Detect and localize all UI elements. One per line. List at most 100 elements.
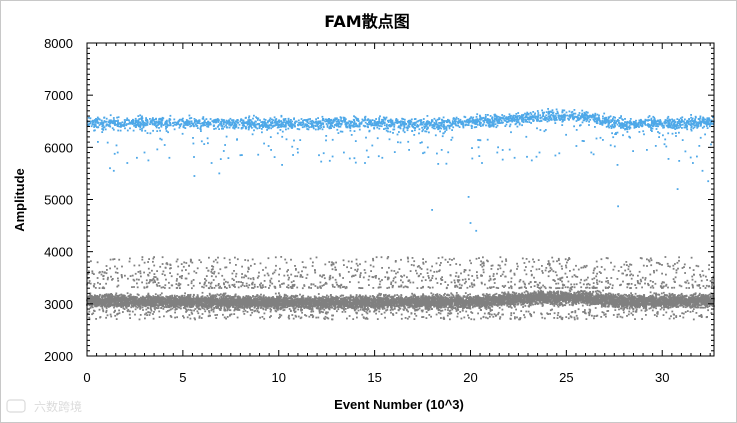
negative-droplet-point [122,304,125,307]
negative-droplet-point [696,306,699,309]
negative-droplet-point [159,303,162,306]
negative-droplet-point [171,307,174,310]
negative-droplet-point [374,297,377,300]
negative-droplet-point [400,302,402,305]
negative-droplet-point [671,302,674,304]
negative-droplet-point [618,305,621,308]
negative-droplet-point [700,294,703,296]
negative-droplet-point [523,296,526,299]
negative-droplet-point [495,304,498,307]
negative-droplet-point [498,302,501,305]
negative-droplet-point [313,295,316,298]
negative-droplet-point [671,293,674,295]
negative-droplet-point [381,306,384,309]
negative-droplet-point [291,298,294,300]
negative-droplet-point [552,298,555,301]
negative-droplet-point [342,307,345,310]
negative-droplet-point [625,294,627,296]
negative-droplet-point [182,307,185,309]
negative-droplet-point [288,308,291,310]
negative-droplet-point [704,294,707,297]
negative-droplet-point [106,305,109,308]
negative-droplet-point [408,297,410,299]
negative-droplet-point [554,299,557,302]
negative-droplet-point [648,296,650,298]
negative-droplet-point [384,294,387,297]
negative-droplet-point [459,298,462,300]
negative-droplet-point [192,295,195,298]
negative-droplet-point [711,293,714,295]
negative-droplet-point [189,306,191,309]
negative-droplet-point [450,307,453,309]
negative-droplet-point [316,305,319,307]
negative-droplet-point [628,307,631,310]
negative-droplet-point [573,297,576,300]
negative-droplet-point [424,308,427,310]
negative-droplet-point [167,304,170,307]
data-points [86,108,715,321]
negative-droplet-point [367,308,370,311]
negative-droplet-point [218,308,221,310]
negative-droplet-point [315,296,317,299]
negative-droplet-point [229,305,232,308]
negative-droplet-point [499,294,502,297]
negative-droplet-point [655,307,657,310]
negative-droplet-point [554,303,556,305]
negative-droplet-point [623,293,626,296]
negative-droplet-point [144,305,147,307]
negative-droplet-point [400,294,403,296]
negative-droplet-point [604,304,607,307]
negative-droplet-point [459,296,462,299]
negative-droplet-point [505,298,508,301]
negative-droplet-point [103,299,106,302]
negative-droplet-point [501,291,503,294]
negative-droplet-point [274,303,277,305]
negative-droplet-point [355,294,358,296]
negative-droplet-point [316,297,319,300]
negative-droplet-point [561,303,564,306]
negative-droplet-point [315,297,317,300]
negative-droplet-point [708,293,711,296]
negative-droplet-point [168,306,170,308]
negative-droplet-point [283,309,286,311]
negative-droplet-point [155,307,158,309]
negative-droplet-point [313,300,315,303]
negative-droplet-point [631,294,634,296]
negative-droplet-point [289,297,291,300]
negative-droplet-point [176,295,178,297]
negative-droplet-point [660,292,663,295]
negative-droplet-point [515,298,518,301]
negative-droplet-point [576,294,579,297]
negative-droplet-point [173,303,176,306]
negative-droplet-point [297,304,300,307]
negative-droplet-point [511,303,514,305]
negative-droplet-point [436,298,439,300]
negative-droplet-point [111,304,114,307]
negative-droplet-point [549,303,552,305]
negative-droplet-point [281,303,284,306]
negative-droplet-point [443,306,445,309]
negative-droplet-point [236,298,239,300]
negative-droplet-point [585,294,587,297]
negative-droplet-point [258,303,260,305]
negative-droplet-point [175,305,177,308]
negative-droplet-point [642,304,645,307]
negative-droplet-point [428,295,430,298]
negative-droplet-point [309,307,312,310]
negative-droplet-point [610,299,612,302]
negative-droplet-point [183,294,186,297]
negative-droplet-point [462,297,464,299]
negative-droplet-point [487,307,490,309]
negative-droplet-point [456,307,459,310]
negative-droplet-point [560,292,562,295]
negative-droplet-point [179,297,181,300]
negative-droplet-point [244,305,246,308]
negative-droplet-point [663,294,666,296]
negative-droplet-point [339,295,342,297]
negative-droplet-point [217,299,220,301]
negative-droplet-point [178,306,181,309]
negative-droplet-point [582,292,585,295]
negative-droplet-point [451,293,454,296]
negative-droplet-point [510,301,513,304]
